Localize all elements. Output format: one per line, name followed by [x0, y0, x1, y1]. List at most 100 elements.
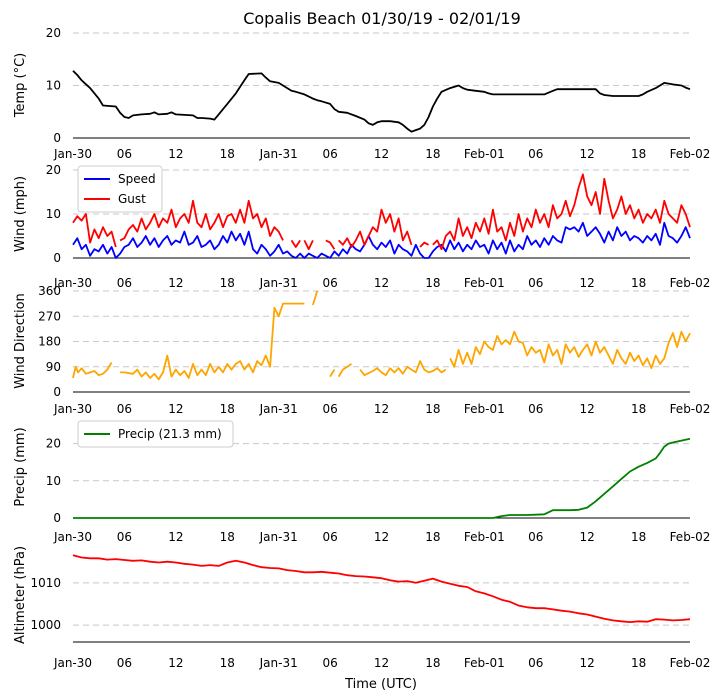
x-tick-label: 18: [220, 147, 235, 161]
x-tick-label: 18: [631, 147, 646, 161]
y-tick-label: 0: [53, 511, 61, 525]
x-tick-label: 18: [425, 656, 440, 670]
x-tick-label: 06: [322, 276, 337, 290]
series-line-speed: [72, 221, 691, 259]
x-tick-label: 12: [374, 656, 389, 670]
panel-precip-mm: 0 10 20 Precip (mm) Jan-30 06 12 18 Jan-31 06 12 18…: [13, 420, 711, 544]
y-tick-label: 1000: [30, 618, 61, 632]
y-tick-label: 20: [46, 163, 61, 177]
panel-wind-mph: 0 10 20 Wind (mph) Jan-30 06 12 18 Jan-31 06 12 18 F…: [13, 163, 710, 290]
y-tick-label: 270: [38, 309, 61, 323]
x-tick-label: Feb-02: [670, 276, 711, 290]
x-tick-label: Feb-01: [464, 402, 505, 416]
chart-title: Copalis Beach 01/30/19 - 02/01/19: [243, 9, 521, 28]
legend: Precip (21.3 mm): [77, 420, 234, 448]
x-tick-label: 18: [425, 147, 440, 161]
x-tick-label: Jan-30: [53, 147, 92, 161]
x-tick-label: 06: [322, 530, 337, 544]
x-tick-label: Jan-30: [53, 656, 92, 670]
x-tick-label: 06: [117, 147, 132, 161]
legend-label-precip-21-3-mm: Precip (21.3 mm): [118, 427, 222, 441]
x-tick-label: 06: [528, 276, 543, 290]
x-tick-label: 18: [220, 276, 235, 290]
x-tick-label: 18: [220, 402, 235, 416]
x-tick-label: Jan-30: [53, 530, 92, 544]
x-tick-label: Jan-31: [259, 276, 298, 290]
y-tick-label: 180: [38, 335, 61, 349]
y-tick-label: 360: [38, 284, 61, 298]
x-tick-label: 12: [580, 656, 595, 670]
y-tick-label: 0: [53, 131, 61, 145]
x-tick-label: 12: [168, 402, 183, 416]
x-tick-label: 12: [580, 147, 595, 161]
x-tick-label: 12: [168, 530, 183, 544]
x-tick-label: 06: [117, 276, 132, 290]
legend-label-gust: Gust: [118, 192, 146, 206]
y-axis-label: Wind Direction: [13, 293, 28, 389]
x-tick-label: Feb-02: [670, 530, 711, 544]
x-tick-label: 12: [374, 530, 389, 544]
x-tick-label: 12: [168, 276, 183, 290]
x-tick-label: 12: [580, 276, 595, 290]
x-tick-label: 06: [528, 402, 543, 416]
x-tick-label: 06: [322, 402, 337, 416]
x-tick-label: Feb-01: [464, 147, 505, 161]
x-axis-label: Time (UTC): [344, 677, 417, 692]
x-tick-label: 12: [374, 147, 389, 161]
x-tick-label: 18: [425, 530, 440, 544]
series-line-direction: [72, 290, 691, 381]
x-tick-label: 18: [631, 530, 646, 544]
x-tick-label: 06: [528, 656, 543, 670]
x-tick-label: 12: [374, 276, 389, 290]
x-tick-label: Feb-01: [464, 656, 505, 670]
series-line-gust: [72, 173, 691, 251]
legend-box: [77, 420, 234, 448]
x-tick-label: 12: [168, 656, 183, 670]
y-axis-label: Wind (mph): [13, 176, 28, 252]
y-axis-label: Temp (°C): [13, 53, 28, 119]
x-tick-label: 06: [117, 530, 132, 544]
x-tick-label: 06: [117, 402, 132, 416]
y-tick-label: 10: [46, 207, 61, 221]
panel-temp-c: 0 10 20 Temp (°C) Jan-30 06 12 18 Jan-31 06 12 18 Fe…: [13, 26, 710, 161]
x-tick-label: 12: [374, 402, 389, 416]
x-tick-label: 12: [580, 530, 595, 544]
x-tick-label: Feb-01: [464, 530, 505, 544]
x-tick-label: Jan-30: [53, 402, 92, 416]
x-tick-label: 06: [322, 656, 337, 670]
series-line-altimeter: [72, 554, 691, 623]
y-axis-label: Altimeter (hPa): [13, 546, 28, 644]
y-axis-label: Precip (mm): [13, 427, 28, 506]
x-tick-label: 06: [117, 656, 132, 670]
x-tick-label: 18: [631, 402, 646, 416]
y-tick-label: 10: [46, 474, 61, 488]
x-tick-label: Feb-02: [670, 656, 711, 670]
x-tick-label: 06: [528, 147, 543, 161]
x-tick-label: Jan-31: [259, 656, 298, 670]
series-line-precip-21-3-mm: [73, 437, 691, 519]
panel-wind-direction: 0 90 180 270 360 Wind Direction Jan-30 06 12 18 Ja…: [13, 284, 710, 416]
y-tick-label: 10: [46, 79, 61, 93]
x-tick-label: 12: [580, 402, 595, 416]
x-tick-label: 12: [168, 147, 183, 161]
legend: Speed Gust: [77, 165, 163, 213]
x-tick-label: Feb-01: [464, 276, 505, 290]
y-tick-label: 1010: [30, 576, 61, 590]
y-tick-label: 90: [46, 360, 61, 374]
y-tick-label: 20: [46, 437, 61, 451]
x-tick-label: 06: [528, 530, 543, 544]
x-tick-label: Feb-02: [670, 402, 711, 416]
x-tick-label: 18: [631, 656, 646, 670]
x-tick-label: Jan-31: [259, 530, 298, 544]
x-tick-label: Jan-30: [53, 276, 92, 290]
y-tick-label: 0: [53, 251, 61, 265]
x-tick-label: Feb-02: [670, 147, 711, 161]
series-line-temp: [72, 70, 691, 133]
y-tick-label: 0: [53, 385, 61, 399]
legend-box: [77, 165, 163, 213]
y-tick-label: 20: [46, 26, 61, 40]
x-tick-label: 06: [322, 147, 337, 161]
x-tick-label: Jan-31: [259, 147, 298, 161]
